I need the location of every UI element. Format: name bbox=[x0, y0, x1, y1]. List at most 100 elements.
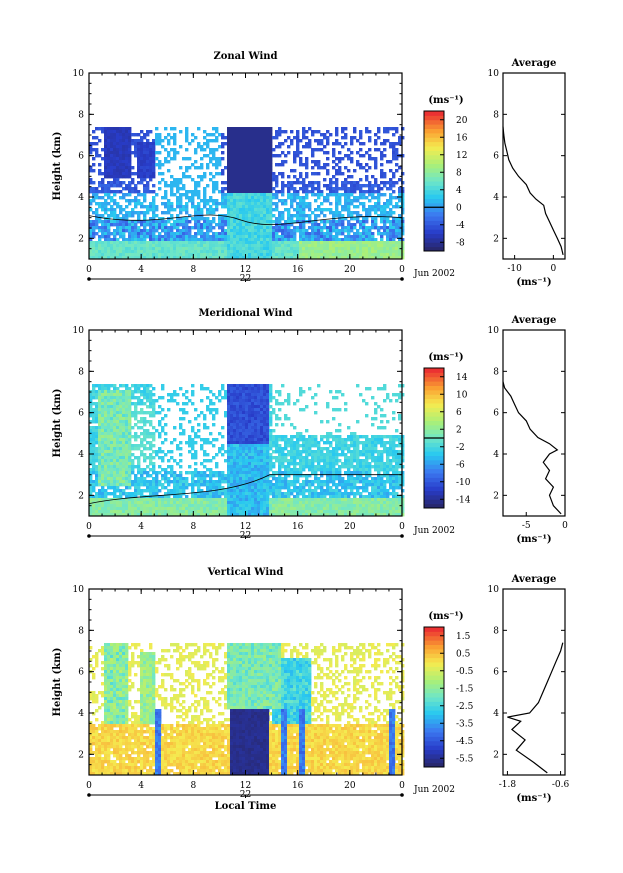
profile-frame bbox=[502, 588, 566, 776]
profile-y-tick-label: 8 bbox=[493, 626, 499, 636]
profile-x-tick-label: -5 bbox=[522, 521, 531, 531]
profile-line bbox=[502, 126, 564, 256]
profile-frame bbox=[502, 329, 566, 517]
profile-y-tick-label: 6 bbox=[493, 409, 499, 419]
colorbar-tick-label: -8 bbox=[456, 238, 465, 248]
profile-y-tick-label: 6 bbox=[493, 668, 499, 678]
colorbar-unit: (ms⁻¹) bbox=[428, 352, 463, 363]
x-tick-label: 16 bbox=[292, 522, 304, 532]
zero-contour bbox=[88, 474, 402, 504]
colorbar-frame bbox=[423, 626, 445, 768]
colorbar-tick-label: 1.5 bbox=[456, 632, 471, 642]
profile-title: Average bbox=[511, 58, 557, 69]
x-tick-label: 8 bbox=[190, 781, 196, 791]
colorbar-tick-label: 0.5 bbox=[456, 649, 471, 659]
x-tick-label: 4 bbox=[138, 522, 144, 532]
x-tick-label: 0 bbox=[86, 522, 92, 532]
profile-y-tick-label: 2 bbox=[493, 491, 499, 501]
colorbar-tick-label: -1.5 bbox=[456, 684, 474, 694]
y-tick-label: 8 bbox=[78, 367, 84, 377]
x-tick-label: 4 bbox=[138, 781, 144, 791]
date-marker: 22 bbox=[240, 274, 251, 284]
x-tick-label: 0 bbox=[399, 522, 405, 532]
profile-x-tick-label: -0.6 bbox=[552, 780, 570, 790]
profile-x-label: (ms⁻¹) bbox=[516, 793, 551, 804]
average-profile: Average 2 4 6 8 10 -5 0 (ms⁻¹) bbox=[488, 315, 569, 545]
colorbar-tick-label: 12 bbox=[456, 151, 467, 161]
profile-y-tick-label: 4 bbox=[493, 193, 499, 203]
y-axis-label: Height (km) bbox=[52, 132, 63, 201]
heatmap-field bbox=[89, 127, 405, 260]
date-label: Jun 2002 bbox=[413, 269, 455, 279]
colorbar-tick-label: -0.5 bbox=[456, 667, 474, 677]
profile-title: Average bbox=[511, 315, 557, 326]
colorbar-tick-label: 4 bbox=[456, 186, 462, 196]
y-tick-label: 4 bbox=[78, 709, 84, 719]
profile-x-tick-label: 0 bbox=[551, 264, 557, 274]
x-axis-label: Local Time bbox=[215, 801, 277, 812]
colorbar-tick-label: 10 bbox=[456, 390, 468, 400]
profile-line bbox=[502, 381, 562, 515]
y-tick-label: 6 bbox=[78, 409, 84, 419]
x-tick-label: 0 bbox=[86, 781, 92, 791]
heatmap-field bbox=[89, 643, 405, 776]
y-axis-label: Height (km) bbox=[52, 389, 63, 458]
x-tick-label: 0 bbox=[399, 781, 405, 791]
profile-x-label: (ms⁻¹) bbox=[516, 277, 551, 288]
colorbar-tick-label: 6 bbox=[456, 408, 462, 418]
x-tick-label: 20 bbox=[344, 265, 356, 275]
colorbar-tick-label: -3.5 bbox=[456, 719, 474, 729]
colorbar-tick-label: -14 bbox=[456, 495, 471, 505]
x-tick-label: 12 bbox=[240, 522, 251, 532]
colorbar-tick-label: 8 bbox=[456, 168, 462, 178]
colorbar: (ms⁻¹) -8 -4 0 4 8 12 16 20 bbox=[423, 95, 468, 252]
average-profile: Average 2 4 6 8 10 -1.8 -0.6(ms⁻¹) bbox=[488, 574, 570, 804]
date-marker: 22 bbox=[240, 531, 251, 541]
heatmap-field bbox=[89, 384, 405, 517]
y-tick-label: 2 bbox=[78, 234, 84, 244]
colorbar-unit: (ms⁻¹) bbox=[428, 611, 463, 622]
colorbar-unit: (ms⁻¹) bbox=[428, 95, 463, 106]
y-axis-label: Height (km) bbox=[52, 648, 63, 717]
date-label: Jun 2002 bbox=[413, 526, 455, 536]
x-tick-label: 0 bbox=[399, 265, 405, 275]
x-tick-label: 8 bbox=[190, 522, 196, 532]
colorbar-tick-label: -2.5 bbox=[456, 702, 474, 712]
profile-frame bbox=[502, 72, 566, 260]
profile-line bbox=[507, 642, 564, 774]
average-profile: Average 2 4 6 8 10 -10 0(ms⁻¹) bbox=[488, 58, 566, 288]
x-tick-label: 8 bbox=[190, 265, 196, 275]
colorbar: (ms⁻¹) -5.5 -4.5 -3.5 -2.5 -1.5 -0.5 0.5 1.5 bbox=[423, 611, 474, 768]
profile-x-tick-label: -1.8 bbox=[499, 780, 517, 790]
profile-y-tick-label: 6 bbox=[493, 152, 499, 162]
x-tick-label: 4 bbox=[138, 265, 144, 275]
y-tick-label: 10 bbox=[73, 585, 85, 595]
y-tick-label: 8 bbox=[78, 110, 84, 120]
x-tick-label: 0 bbox=[86, 265, 92, 275]
colorbar-tick-label: -5.5 bbox=[456, 754, 474, 764]
panel-vertical: Vertical Wind 0 4 8 12 16 20 0 2 4 6 8 10 Height (km)… bbox=[52, 567, 570, 812]
date-marker: 22 bbox=[240, 790, 251, 800]
colorbar-tick-label: -6 bbox=[456, 460, 465, 470]
y-tick-label: 8 bbox=[78, 626, 84, 636]
profile-y-tick-label: 2 bbox=[493, 234, 499, 244]
colorbar-tick-label: 16 bbox=[456, 133, 468, 143]
y-tick-label: 10 bbox=[73, 326, 85, 336]
colorbar-tick-label: 14 bbox=[456, 373, 468, 383]
x-tick-label: 12 bbox=[240, 781, 251, 791]
profile-y-tick-label: 2 bbox=[493, 750, 499, 760]
colorbar-tick-label: -10 bbox=[456, 478, 471, 488]
y-tick-label: 6 bbox=[78, 152, 84, 162]
panel-title: Vertical Wind bbox=[207, 567, 284, 578]
profile-y-tick-label: 4 bbox=[493, 450, 499, 460]
colorbar-tick-label: 20 bbox=[456, 116, 468, 126]
profile-title: Average bbox=[511, 574, 557, 585]
y-tick-label: 4 bbox=[78, 450, 84, 460]
profile-y-tick-label: 10 bbox=[488, 326, 500, 336]
x-tick-label: 16 bbox=[292, 781, 304, 791]
zero-contour bbox=[88, 214, 403, 225]
colorbar-tick-label: -4.5 bbox=[456, 737, 474, 747]
